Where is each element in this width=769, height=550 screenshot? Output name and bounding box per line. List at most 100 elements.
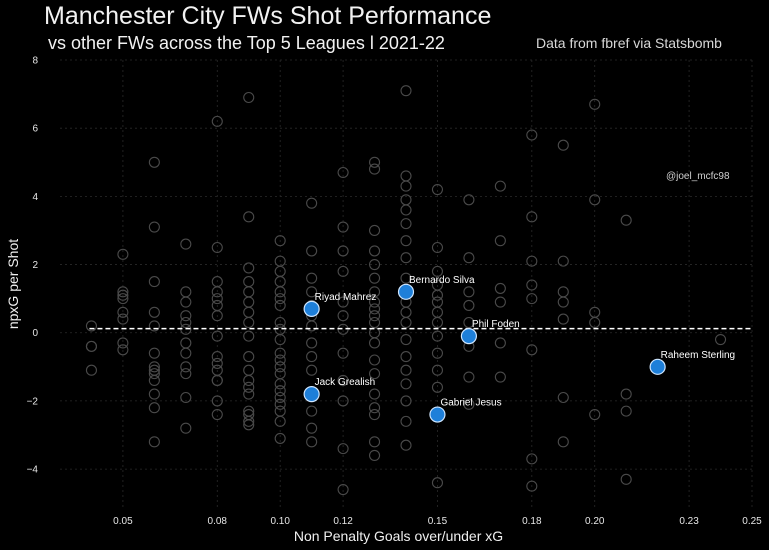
forward-point (337, 221, 349, 233)
forward-point (117, 337, 129, 349)
forward-point (526, 293, 538, 305)
forward-point (211, 395, 223, 407)
forward-point (400, 252, 412, 264)
x-tick-label: 0.25 (742, 516, 762, 527)
forward-point (306, 272, 318, 284)
forward-point (274, 299, 286, 312)
highlight-point (429, 406, 446, 423)
forward-point (180, 368, 192, 380)
forward-point (117, 306, 129, 318)
forward-point (117, 289, 129, 301)
forward-point (306, 286, 318, 298)
forward-point (400, 272, 412, 284)
forward-point (337, 296, 349, 308)
y-tick-label: 6 (32, 124, 38, 135)
forward-point (306, 422, 318, 434)
forward-point (368, 156, 381, 168)
forward-point (243, 330, 255, 342)
forward-point (337, 310, 349, 322)
y-axis-label: npxG per Shot (5, 238, 21, 330)
y-axis-ticks: −4 −2 0 2 4 6 8 (27, 56, 39, 476)
chart-subtitle: vs other FWs across the Top 5 Leagues l … (48, 33, 445, 53)
forward-point (400, 85, 412, 97)
forward-point (85, 364, 98, 376)
forward-point (494, 180, 506, 192)
forward-point (400, 351, 412, 363)
forward-point (211, 330, 223, 342)
forward-point (148, 156, 160, 168)
forward-point (589, 98, 601, 110)
x-tick-label: 0.05 (113, 516, 133, 527)
forward-point (274, 286, 286, 298)
forward-point (211, 357, 223, 369)
forward-point (368, 402, 381, 414)
forward-point (148, 402, 160, 414)
forward-point (243, 91, 255, 104)
player-label: Phil Foden (472, 319, 520, 330)
forward-point (180, 310, 192, 322)
x-tick-label: 0.23 (679, 516, 699, 527)
forward-point (274, 333, 286, 346)
forward-point (306, 337, 318, 349)
forward-point (211, 351, 223, 363)
grid (60, 59, 753, 510)
forward-point (431, 330, 444, 342)
forward-point (589, 316, 601, 329)
forward-point (148, 436, 160, 448)
forward-point (180, 347, 192, 359)
highlight-point (649, 358, 666, 375)
forward-point (557, 139, 569, 151)
forward-point (463, 398, 475, 410)
forward-point (337, 395, 349, 407)
forward-point (243, 211, 255, 223)
forward-point (400, 180, 412, 192)
forward-point (463, 194, 475, 206)
forward-point (368, 258, 381, 271)
x-axis-ticks: 0.05 0.08 0.10 0.12 0.15 0.18 0.20 0.23 0.25 (113, 516, 762, 527)
forward-point (368, 310, 381, 322)
forward-point (337, 443, 349, 455)
forward-point (526, 255, 538, 267)
player-label: Riyad Mahrez (315, 292, 377, 303)
forward-point (368, 272, 381, 284)
y-tick-label: −2 (27, 396, 39, 407)
forward-point (400, 364, 412, 376)
forward-point (243, 296, 255, 308)
forward-point (368, 368, 381, 380)
x-tick-label: 0.10 (270, 516, 290, 527)
forward-point (400, 204, 412, 216)
forward-point (243, 374, 255, 387)
forward-point (117, 293, 129, 305)
forward-point (431, 183, 444, 196)
author-credit: @joel_mcfc98 (666, 171, 730, 182)
player-label: Jack Grealish (315, 377, 376, 388)
forward-point (494, 296, 506, 308)
forward-point (148, 388, 160, 400)
forward-point (368, 296, 381, 308)
forward-point (400, 235, 412, 247)
forward-point (148, 276, 160, 288)
forward-point (306, 405, 318, 417)
forward-point (557, 436, 569, 448)
forward-point (211, 293, 223, 305)
forward-point (180, 422, 192, 434)
forward-point (243, 419, 255, 431)
forward-point (620, 473, 632, 485)
forward-point (337, 245, 349, 257)
highlight-point (303, 300, 320, 317)
player-label: Bernardo Silva (409, 275, 475, 286)
y-tick-label: −4 (27, 465, 39, 476)
forward-point (431, 289, 444, 301)
forward-point (243, 381, 255, 393)
forward-point (526, 453, 538, 465)
forward-point (526, 480, 538, 492)
highlight-point (460, 328, 478, 345)
forward-point (148, 320, 160, 332)
y-tick-label: 4 (32, 192, 38, 203)
forward-point (274, 378, 286, 390)
forward-point (117, 286, 129, 298)
forward-point (589, 194, 601, 206)
forward-point (400, 218, 412, 230)
forward-point (368, 449, 381, 462)
forward-point (180, 337, 192, 349)
